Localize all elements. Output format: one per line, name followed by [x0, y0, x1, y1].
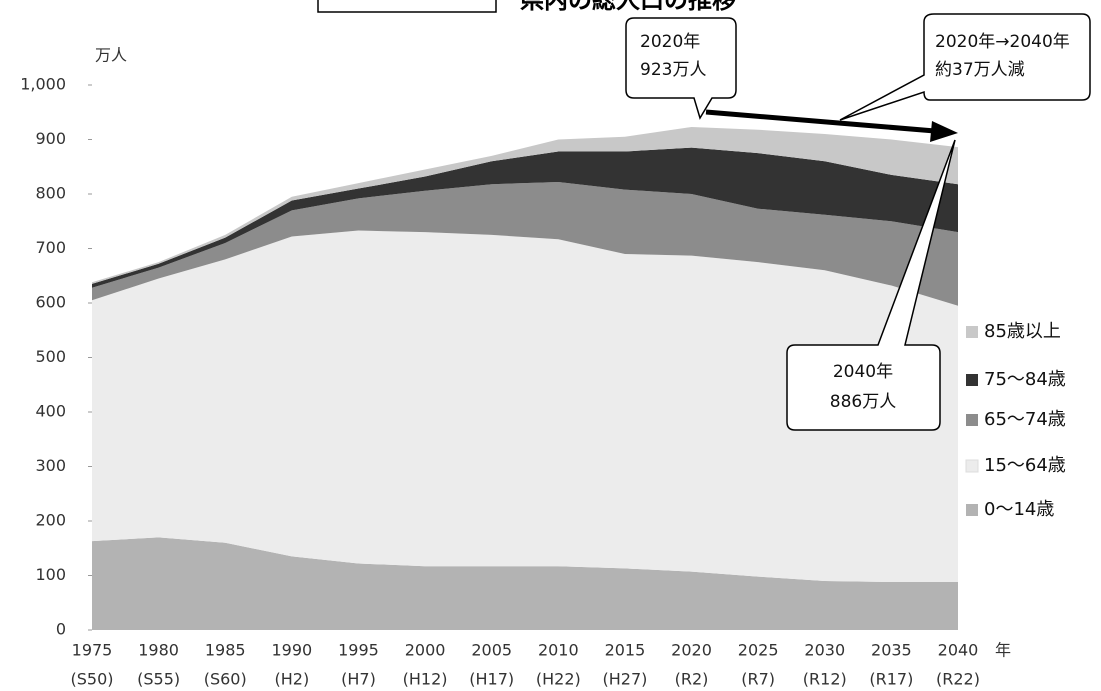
x-tick-label: 1975 — [72, 641, 113, 660]
arrow-head — [930, 121, 958, 142]
legend-swatch — [966, 414, 978, 426]
annotation: 886万人 — [830, 392, 896, 412]
x-tick-label: 2010 — [538, 641, 579, 660]
area — [92, 182, 958, 306]
x-tick-label: 2030 — [804, 641, 845, 660]
y-tick-label: 900 — [35, 129, 66, 148]
area — [92, 230, 958, 583]
annotation: 923万人 — [640, 60, 706, 80]
area — [92, 537, 958, 630]
x-tick-label: 1985 — [205, 641, 246, 660]
x-tick-label: 2040 — [938, 641, 979, 660]
x-tick-sublabel: (R22) — [936, 670, 980, 689]
x-tick-sublabel: (H12) — [403, 670, 448, 689]
legend-label: 15～64歳 — [984, 455, 1066, 476]
y-tick-label: 700 — [35, 238, 66, 257]
x-tick-sublabel: (H2) — [274, 670, 309, 689]
x-tick-label: 2000 — [405, 641, 446, 660]
x-tick-label: 2035 — [871, 641, 912, 660]
y-tick-label: 200 — [35, 511, 66, 530]
x-tick-sublabel: (S60) — [204, 670, 247, 689]
y-tick-label: 500 — [35, 347, 66, 366]
legend-swatch — [966, 374, 978, 386]
area — [92, 147, 958, 288]
plot — [92, 126, 958, 630]
x-tick-sublabel: (R7) — [741, 670, 775, 689]
y-tick-label: 400 — [35, 402, 66, 421]
annotation: 2040年 — [833, 362, 893, 382]
x-tick-label: 2015 — [605, 641, 646, 660]
x-tick-sublabel: (H7) — [341, 670, 376, 689]
area — [92, 126, 958, 284]
legend-label: 85歳以上 — [984, 321, 1061, 342]
trend-arrow — [705, 109, 936, 134]
legend-swatch — [966, 326, 978, 338]
legend-swatch — [965, 459, 979, 473]
callout — [839, 13, 1091, 121]
y-tick-label: 600 — [35, 293, 66, 312]
y-tick-label: 800 — [35, 184, 66, 203]
annotation: 2020年→2040年 — [935, 32, 1070, 52]
x-tick-sublabel: (H22) — [536, 670, 581, 689]
annotations: 2020年 923万人 2020年→2040年 約37万人減 2040年 886… — [625, 13, 1091, 431]
x-tick-label: 2025 — [738, 641, 779, 660]
x-unit: 年 — [995, 641, 1011, 660]
annotation: 約37万人減 — [935, 60, 1025, 80]
x-tick-sublabel: (S55) — [137, 670, 180, 689]
title-box — [317, 0, 497, 13]
x-tick-sublabel: (S50) — [71, 670, 114, 689]
y-tick-label: 1,000 — [20, 75, 66, 94]
y-tick-label: 100 — [35, 565, 66, 584]
callout — [625, 17, 737, 120]
chart-title: 県内の総人口の推移 — [520, 0, 736, 14]
legend-label: 75～84歳 — [984, 369, 1066, 390]
legend-swatch — [966, 504, 978, 516]
x-tick-label: 1980 — [138, 641, 179, 660]
legend-label: 65～74歳 — [984, 409, 1066, 430]
legend-label: 0～14歳 — [984, 499, 1054, 520]
x-tick-label: 2020 — [671, 641, 712, 660]
x-tick-label: 1995 — [338, 641, 379, 660]
x-tick-sublabel: (R12) — [803, 670, 847, 689]
x-tick-sublabel: (R2) — [675, 670, 709, 689]
x-tick-label: 2005 — [471, 641, 512, 660]
annotation: 2020年 — [640, 32, 700, 52]
y-unit: 万人 — [95, 46, 127, 65]
y-tick-label: 300 — [35, 456, 66, 475]
x-tick-sublabel: (H17) — [469, 670, 514, 689]
y-tick-label: 0 — [56, 620, 66, 639]
x-tick-sublabel: (H27) — [602, 670, 647, 689]
callout — [786, 139, 956, 431]
x-tick-sublabel: (R17) — [869, 670, 913, 689]
x-tick-label: 1990 — [271, 641, 312, 660]
